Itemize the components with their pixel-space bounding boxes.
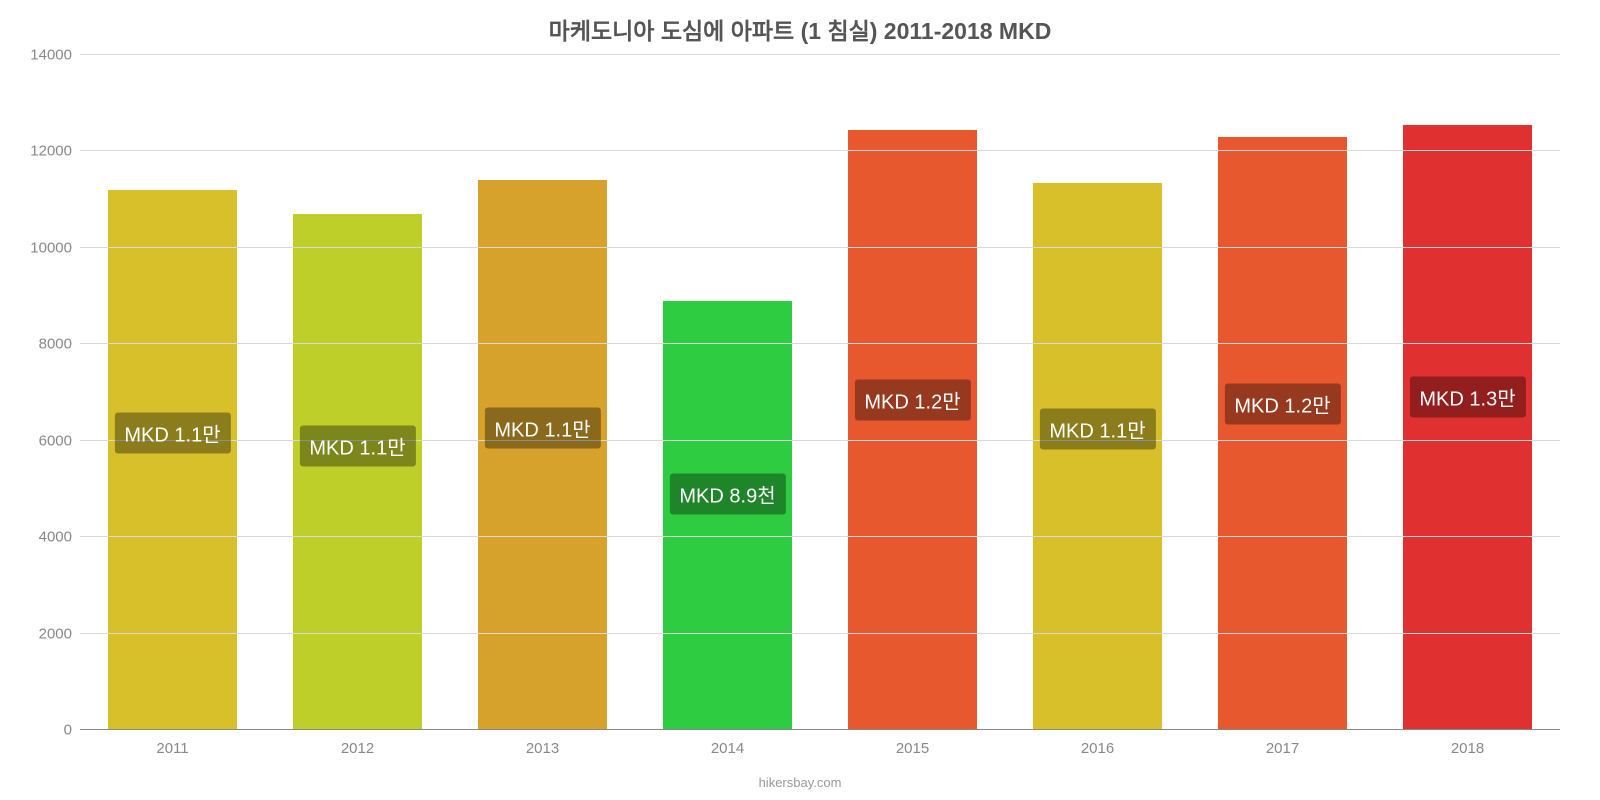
bar-value-label: MKD 1.1만 [114, 413, 230, 454]
x-axis-baseline [80, 729, 1560, 730]
grid-line [80, 150, 1560, 151]
bar [848, 130, 978, 730]
bar [1403, 125, 1533, 730]
x-tick-label: 2012 [341, 730, 374, 757]
y-tick-label: 4000 [39, 529, 80, 546]
bar-value-label: MKD 1.1만 [299, 426, 415, 467]
x-tick-label: 2015 [896, 730, 929, 757]
y-tick-label: 14000 [30, 47, 80, 64]
x-tick-label: 2014 [711, 730, 744, 757]
bar-value-label: MKD 1.2만 [1224, 383, 1340, 424]
bar-value-label: MKD 1.1만 [484, 407, 600, 448]
bar-value-label: MKD 1.3만 [1409, 377, 1525, 418]
bar-value-label: MKD 1.2만 [854, 379, 970, 420]
bar [663, 301, 793, 730]
bar [293, 214, 423, 730]
bar [108, 190, 238, 730]
grid-line [80, 247, 1560, 248]
bar-value-label: MKD 8.9천 [669, 474, 785, 515]
y-tick-label: 10000 [30, 239, 80, 256]
x-tick-label: 2016 [1081, 730, 1114, 757]
y-tick-label: 8000 [39, 336, 80, 353]
chart-footer: hikersbay.com [0, 775, 1600, 790]
bar [1218, 137, 1348, 730]
x-tick-label: 2011 [156, 730, 188, 757]
grid-line [80, 343, 1560, 344]
x-tick-label: 2018 [1451, 730, 1484, 757]
chart-container: 마케도니아 도심에 아파트 (1 침실) 2011-2018 MKD 02000… [0, 0, 1600, 800]
x-tick-label: 2017 [1266, 730, 1299, 757]
plot-area: 020004000600080001000012000140002011MKD … [80, 55, 1560, 730]
chart-title: 마케도니아 도심에 아파트 (1 침실) 2011-2018 MKD [0, 0, 1600, 46]
y-tick-label: 6000 [39, 432, 80, 449]
y-tick-label: 12000 [30, 143, 80, 160]
grid-line [80, 54, 1560, 55]
x-tick-label: 2013 [526, 730, 559, 757]
bar-value-label: MKD 1.1만 [1039, 409, 1155, 450]
bar [478, 180, 608, 730]
grid-line [80, 536, 1560, 537]
y-tick-label: 0 [64, 722, 80, 739]
grid-line [80, 633, 1560, 634]
y-tick-label: 2000 [39, 625, 80, 642]
bar [1033, 183, 1163, 730]
